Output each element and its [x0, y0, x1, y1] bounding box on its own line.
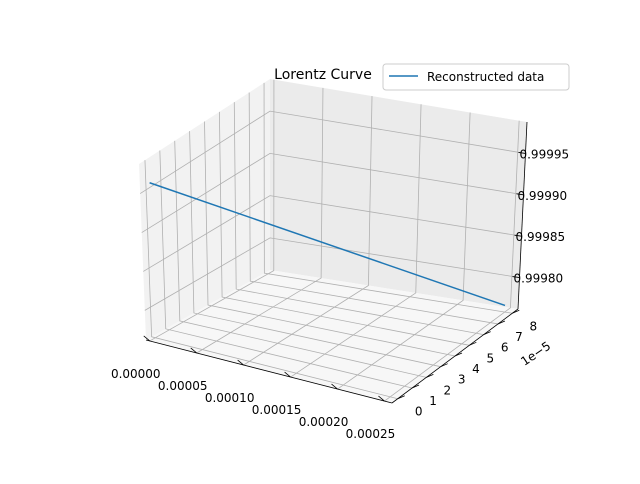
z-grid-line — [143, 195, 522, 272]
x-grid-line — [243, 96, 373, 366]
pane-floor — [146, 270, 518, 403]
grid-lines — [139, 79, 526, 402]
x-grid-line — [384, 120, 520, 402]
x-tick-mark — [237, 359, 244, 366]
y-grid-line — [263, 82, 513, 314]
legend: Reconstructed data — [382, 63, 570, 91]
y-grid-line — [174, 140, 427, 378]
tick-labels: 0.000000.000050.000100.000150.000200.000… — [111, 147, 569, 441]
x-tick-mark — [190, 347, 197, 354]
y-tick-label: 4 — [472, 362, 480, 376]
x-grid-line — [337, 112, 471, 390]
pane-back — [270, 79, 527, 309]
z-tick-mark — [514, 234, 522, 237]
z-tick-label: 0.99990 — [517, 189, 567, 203]
y-axis-offset-label: 1e−5 — [518, 339, 553, 369]
legend-box — [382, 63, 570, 91]
x-axis-line — [145, 339, 393, 404]
axis-panes — [139, 79, 527, 403]
y-tick-mark — [426, 373, 434, 378]
y-tick-label: 6 — [501, 341, 509, 355]
x-tick-label: 0.00010 — [205, 391, 255, 405]
x-tick-mark — [378, 395, 385, 402]
y-tick-label: 1 — [429, 394, 437, 408]
y-tick-label: 5 — [486, 351, 494, 365]
y-grid-line — [248, 92, 499, 325]
x-grid-line — [290, 104, 422, 378]
x-tick-mark — [331, 383, 338, 390]
z-grid-line — [139, 110, 526, 194]
y-tick-mark — [483, 331, 491, 336]
y-tick-mark — [454, 352, 463, 357]
x-tick-mark — [143, 335, 151, 342]
x-grid-line — [149, 79, 275, 342]
y-tick-label: 7 — [515, 330, 523, 344]
series-line — [149, 182, 506, 307]
legend-entry-label: Reconstructed data — [427, 70, 544, 84]
z-tick-label: 0.99995 — [519, 147, 569, 161]
y-tick-mark — [497, 320, 506, 325]
z-tick-label: 0.99980 — [514, 272, 564, 286]
y-tick-mark — [397, 395, 405, 400]
y-tick-label: 0 — [415, 405, 423, 419]
x-tick-label: 0.00020 — [299, 415, 349, 429]
y-tick-label: 3 — [458, 373, 466, 387]
chart-title: Lorentz Curve — [274, 67, 372, 83]
z-grid-line — [141, 152, 524, 233]
y-tick-mark — [411, 384, 420, 389]
y-grid-line — [159, 150, 413, 389]
y-grid-line — [204, 121, 456, 357]
x-tick-label: 0.00025 — [346, 427, 396, 441]
y-grid-line — [218, 111, 470, 346]
z-tick-label: 0.99985 — [516, 230, 566, 244]
z-grid-line — [144, 237, 520, 311]
z-tick-mark — [518, 152, 526, 154]
x-grid-line — [196, 87, 324, 354]
y-tick-label: 8 — [529, 319, 537, 333]
y-grid-line — [189, 131, 441, 368]
y-grid-line — [233, 102, 484, 336]
y-tick-mark — [440, 363, 448, 368]
z-tick-mark — [512, 276, 520, 278]
pane-left — [139, 79, 270, 340]
tick-marks — [143, 152, 526, 402]
y-grid-line — [144, 160, 398, 400]
y-tick-mark — [512, 309, 520, 314]
x-tick-mark — [284, 371, 291, 378]
x-tick-label: 0.00000 — [111, 367, 161, 381]
series-layer — [149, 182, 506, 307]
z-tick-mark — [516, 193, 524, 196]
x-tick-label: 0.00015 — [252, 403, 302, 417]
y-tick-label: 2 — [444, 383, 452, 397]
y-tick-mark — [469, 341, 477, 346]
x-tick-label: 0.00005 — [158, 379, 208, 393]
